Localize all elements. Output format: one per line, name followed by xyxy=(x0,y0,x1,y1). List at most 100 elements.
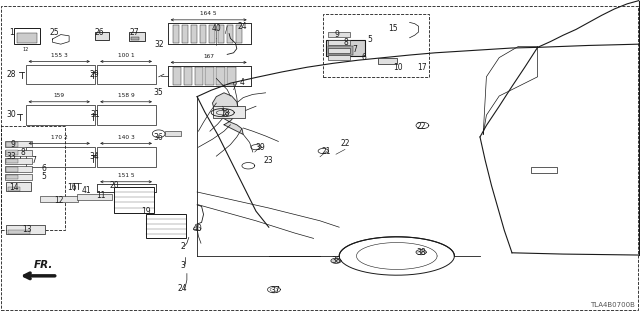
Text: 2: 2 xyxy=(180,242,185,251)
Text: 140 3: 140 3 xyxy=(118,135,134,140)
Text: 6: 6 xyxy=(361,53,366,62)
Bar xyxy=(328,46,353,55)
Bar xyxy=(6,182,31,191)
Bar xyxy=(97,105,156,125)
Bar xyxy=(323,14,429,77)
Text: 12: 12 xyxy=(22,47,29,52)
Bar xyxy=(5,166,32,172)
Bar xyxy=(326,40,365,56)
Bar xyxy=(182,25,188,43)
Bar xyxy=(165,131,181,136)
Bar xyxy=(378,58,397,64)
Text: 40: 40 xyxy=(192,224,202,233)
Bar xyxy=(205,67,214,85)
Text: 36: 36 xyxy=(154,133,164,142)
Text: 32: 32 xyxy=(154,40,164,49)
Text: 164 5: 164 5 xyxy=(200,11,217,16)
Bar xyxy=(26,105,95,125)
Text: 29: 29 xyxy=(90,70,100,79)
Bar xyxy=(146,214,186,238)
Bar xyxy=(173,67,181,85)
Text: 20: 20 xyxy=(109,181,119,190)
Bar xyxy=(213,106,245,118)
Bar xyxy=(26,147,95,167)
Text: 39: 39 xyxy=(255,143,265,152)
Bar xyxy=(8,230,30,234)
Bar xyxy=(168,23,251,44)
Bar xyxy=(5,141,32,147)
Text: 26: 26 xyxy=(94,28,104,36)
Text: 13: 13 xyxy=(22,225,32,234)
Text: 27: 27 xyxy=(129,28,140,36)
Text: 155 3: 155 3 xyxy=(51,53,68,58)
Text: 10: 10 xyxy=(393,63,403,72)
Bar xyxy=(77,194,112,200)
Text: 1: 1 xyxy=(9,28,14,36)
Bar xyxy=(216,67,225,85)
Text: 21: 21 xyxy=(322,147,331,156)
Bar xyxy=(168,23,251,44)
Text: TLA4B0700B: TLA4B0700B xyxy=(590,302,635,308)
Bar xyxy=(131,37,139,40)
Text: 4: 4 xyxy=(239,78,244,87)
Bar xyxy=(26,65,95,84)
Bar xyxy=(173,25,179,43)
Text: 6: 6 xyxy=(41,164,46,173)
Bar xyxy=(97,147,156,167)
Text: 5: 5 xyxy=(41,172,46,181)
Bar xyxy=(5,174,32,180)
Bar xyxy=(328,55,350,60)
Text: 170 2: 170 2 xyxy=(51,135,68,140)
Text: 24: 24 xyxy=(237,22,247,31)
Bar xyxy=(218,25,224,43)
Text: 24: 24 xyxy=(177,284,188,293)
Text: 22: 22 xyxy=(417,122,426,131)
Text: 18: 18 xyxy=(221,109,230,118)
Bar xyxy=(531,167,557,173)
Bar xyxy=(6,159,18,163)
Text: 17: 17 xyxy=(417,63,428,72)
Bar xyxy=(95,32,109,40)
Text: 9: 9 xyxy=(10,140,15,148)
Bar xyxy=(97,65,156,84)
Text: 15: 15 xyxy=(388,24,398,33)
Bar xyxy=(195,67,203,85)
Text: 19: 19 xyxy=(141,207,151,216)
Text: 11: 11 xyxy=(97,191,106,200)
Text: 38: 38 xyxy=(416,248,426,257)
Bar xyxy=(328,32,350,37)
Bar xyxy=(184,67,192,85)
Bar xyxy=(40,196,78,202)
Text: 28: 28 xyxy=(7,70,16,79)
Text: 3: 3 xyxy=(180,261,185,270)
Bar xyxy=(114,187,154,213)
Bar xyxy=(236,25,242,43)
Bar xyxy=(168,66,251,86)
Polygon shape xyxy=(212,93,243,134)
Bar xyxy=(17,33,37,43)
Text: 8: 8 xyxy=(343,38,348,47)
Text: FR.: FR. xyxy=(34,260,53,270)
Text: 33: 33 xyxy=(6,152,17,161)
Text: 22: 22 xyxy=(341,139,350,148)
Bar xyxy=(209,25,215,43)
Text: 35: 35 xyxy=(154,88,164,97)
Text: 34: 34 xyxy=(90,152,100,161)
Text: 159: 159 xyxy=(54,93,65,98)
Text: 7: 7 xyxy=(31,156,36,165)
Bar xyxy=(328,48,350,53)
Bar xyxy=(97,184,156,192)
Bar xyxy=(6,150,18,155)
Text: 5: 5 xyxy=(367,35,372,44)
Bar xyxy=(5,158,32,164)
Text: 23: 23 xyxy=(264,156,274,165)
Bar xyxy=(8,187,20,191)
Text: 158 9: 158 9 xyxy=(118,93,134,98)
Bar xyxy=(14,28,40,44)
Text: 100 1: 100 1 xyxy=(118,53,134,58)
Text: 30: 30 xyxy=(6,110,17,119)
Bar xyxy=(5,150,32,156)
Text: 40: 40 xyxy=(211,24,221,33)
Bar xyxy=(168,66,251,86)
Bar xyxy=(200,25,206,43)
